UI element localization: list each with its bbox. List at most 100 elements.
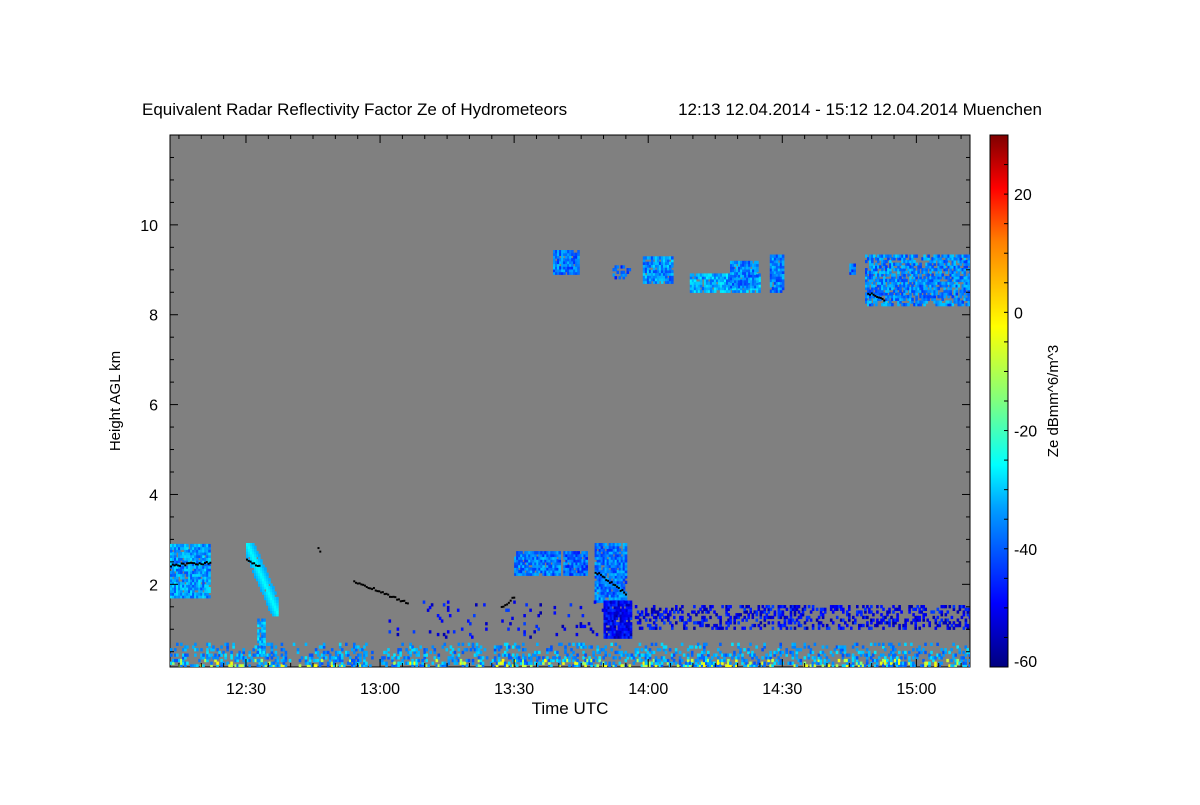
- echo-cell: [701, 273, 705, 277]
- echo-cell: [895, 262, 898, 266]
- echo-cell: [905, 281, 908, 285]
- echo-cell: [190, 543, 193, 548]
- echo-cell: [610, 548, 614, 552]
- echo-cell: [451, 653, 455, 657]
- echo-cell: [548, 564, 551, 568]
- echo-cell: [922, 607, 925, 611]
- echo-cell: [923, 284, 926, 288]
- echo-cell: [652, 264, 656, 268]
- echo-cell: [620, 583, 624, 587]
- echo-cell: [925, 295, 928, 299]
- echo-cell: [198, 658, 201, 663]
- echo-cell: [927, 278, 930, 283]
- echo-cell: [669, 610, 672, 614]
- echo-cell: [888, 661, 891, 665]
- echo-cell: [682, 664, 686, 667]
- echo-cell: [577, 559, 580, 563]
- echo-cell: [272, 594, 275, 598]
- echo-cell: [584, 664, 587, 667]
- echo-cell: [519, 661, 523, 665]
- echo-cell: [919, 284, 922, 288]
- echo-cell: [913, 289, 916, 293]
- echo-cell: [625, 616, 629, 620]
- echo-cell: [258, 575, 261, 579]
- echo-cell: [393, 661, 396, 665]
- echo-cell: [915, 276, 918, 280]
- echo-cell: [274, 605, 277, 609]
- echo-cell: [192, 546, 195, 550]
- marker-dot: [387, 593, 390, 596]
- echo-cell: [903, 286, 906, 291]
- echo-cell: [218, 653, 221, 657]
- echo-cell: [897, 292, 900, 296]
- echo-cell: [524, 559, 527, 563]
- echo-cell: [604, 553, 608, 558]
- echo-cell: [522, 572, 525, 576]
- echo-cell: [917, 286, 920, 291]
- echo-cell: [511, 664, 515, 667]
- echo-cell: [257, 637, 260, 641]
- echo-cell: [596, 599, 600, 603]
- echo-cell: [817, 656, 821, 660]
- echo-cell: [698, 664, 702, 667]
- echo-cell: [415, 648, 418, 652]
- echo-cell: [650, 613, 654, 617]
- echo-cell: [937, 265, 940, 269]
- echo-cell: [640, 664, 644, 667]
- echo-cell: [909, 281, 912, 285]
- echo-cell: [940, 610, 944, 614]
- echo-cell: [622, 575, 626, 579]
- echo-cell: [891, 284, 894, 288]
- echo-cell: [206, 576, 209, 580]
- echo-cell: [879, 661, 883, 665]
- echo-cell: [879, 278, 882, 283]
- echo-cell: [411, 648, 414, 652]
- echo-cell: [736, 277, 739, 281]
- echo-cell: [914, 653, 917, 657]
- echo-cell: [505, 645, 509, 649]
- echo-cell: [431, 661, 435, 665]
- echo-cell: [949, 254, 952, 258]
- echo-cell: [638, 618, 642, 622]
- echo-cell: [759, 664, 762, 667]
- echo-cell: [642, 264, 646, 268]
- echo-cell: [608, 548, 612, 552]
- echo-cell: [918, 645, 921, 649]
- echo-cell: [748, 268, 751, 273]
- marker-dot: [207, 562, 210, 565]
- echo-cell: [536, 564, 539, 568]
- echo-cell: [735, 613, 738, 617]
- echo-cell: [705, 284, 709, 288]
- echo-cell: [413, 648, 416, 652]
- echo-cell: [656, 259, 660, 263]
- echo-cell: [675, 621, 678, 625]
- echo-cell: [192, 552, 195, 556]
- echo-cell: [927, 257, 930, 261]
- echo-cell: [170, 570, 173, 575]
- echo-cell: [905, 295, 908, 299]
- echo-cell: [435, 664, 439, 667]
- echo-cell: [851, 266, 854, 270]
- echo-cell: [627, 603, 631, 607]
- marker-dot: [253, 562, 256, 565]
- echo-cell: [513, 656, 517, 660]
- echo-cell: [206, 653, 209, 657]
- echo-cell: [707, 289, 711, 293]
- colorbar-tick-label: -60: [1014, 654, 1037, 671]
- echo-cell: [172, 595, 175, 599]
- echo-cell: [914, 618, 917, 622]
- echo-cell: [918, 626, 921, 630]
- echo-cell: [646, 613, 650, 617]
- echo-cell: [190, 581, 193, 585]
- echo-cell: [927, 254, 930, 258]
- echo-cell: [585, 564, 588, 568]
- echo-cell: [779, 610, 783, 614]
- echo-cell: [614, 268, 618, 272]
- echo-cell: [769, 268, 773, 272]
- echo-cell: [623, 624, 627, 629]
- echo-cell: [912, 618, 915, 622]
- echo-cell: [889, 265, 892, 269]
- echo-cell: [881, 278, 884, 283]
- echo-cell: [658, 613, 662, 617]
- echo-cell: [572, 642, 575, 646]
